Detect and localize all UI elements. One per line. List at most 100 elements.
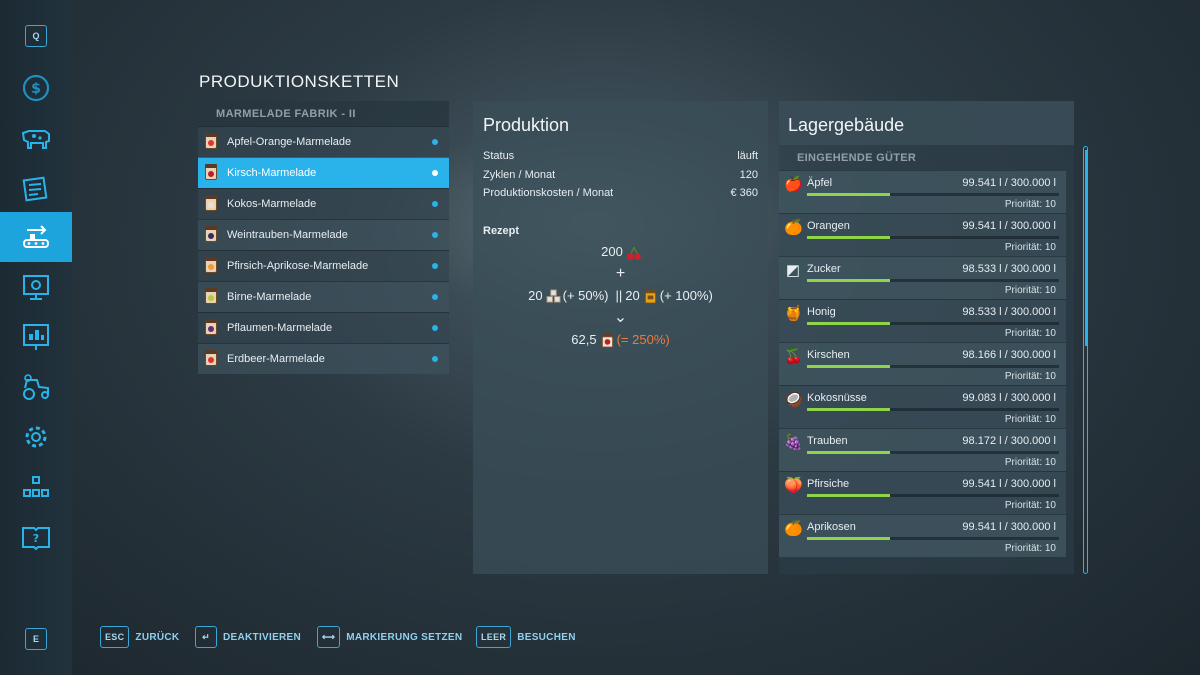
good-priority[interactable]: Priorität: 10 [1004,199,1056,210]
good-name: Kirschen [807,349,850,361]
fill-bar-track [807,279,1059,282]
recipe-output-line: 62,5 (= 250%) [473,329,768,351]
good-amount: 99.541 l / 300.000 l [962,478,1056,490]
storage-scrollbar[interactable] [1083,146,1088,574]
good-name: Aprikosen [807,521,856,533]
costs-row: Produktionskosten / Monat € 360 [473,184,768,203]
good-priority[interactable]: Priorität: 10 [1004,371,1056,382]
recipe: 200 + 20 (+ 50%) || 20 (+ 100%) ⌄ 62,5 [473,241,768,351]
jam-jar-icon [205,319,217,335]
fill-bar-track [807,322,1059,325]
honey-amount: 20 [625,288,640,303]
hint-deactivate[interactable]: ↵ DEAKTIVIEREN [195,626,301,648]
production-item[interactable]: Apfel-Orange-Marmelade [198,126,449,157]
production-item[interactable]: Kirsch-Marmelade [198,157,449,188]
fill-bar [807,365,890,368]
production-item[interactable]: Erdbeer-Marmelade [198,343,449,374]
fill-bar-track [807,236,1059,239]
production-title: Produktion [483,115,570,135]
storage-good-row[interactable]: 🍑 Pfirsiche 99.541 l / 300.000 l Priorität:… [779,471,1066,514]
status-dot-icon [432,201,438,207]
cherry-amount: 200 [601,244,623,259]
fill-bar-track [807,365,1059,368]
production-item[interactable]: Kokos-Marmelade [198,188,449,219]
good-priority[interactable]: Priorität: 10 [1004,242,1056,253]
enter-key: ↵ [195,626,217,648]
storage-good-row[interactable]: 🍎 Äpfel 99.541 l / 300.000 l Priorität: 10 [779,170,1066,213]
status-dot-icon [432,294,438,300]
good-amount: 98.172 l / 300.000 l [962,435,1056,447]
settings-icon[interactable] [0,412,72,462]
svg-text:?: ? [33,532,39,545]
production-item[interactable]: Pfirsich-Aprikose-Marmelade [198,250,449,281]
map-icon[interactable] [0,262,72,312]
fill-bar [807,279,890,282]
peach-icon: 🍑 [784,477,803,494]
fill-bar [807,494,890,497]
recipe-optional-line: 20 (+ 50%) || 20 (+ 100%) [473,285,768,307]
hint-mark-label: MARKIERUNG SETZEN [346,631,463,643]
storage-good-row[interactable]: 🍇 Trauben 98.172 l / 300.000 l Priorität: 1… [779,428,1066,471]
sugar-icon: ◩ [785,262,801,279]
status-dot-icon [432,232,438,238]
status-row: Status läuft [473,147,768,166]
jam-jar-icon [205,350,217,366]
good-priority[interactable]: Priorität: 10 [1004,457,1056,468]
production-item[interactable]: Birne-Marmelade [198,281,449,312]
hint-mark[interactable]: ⟷ MARKIERUNG SETZEN [317,626,462,648]
honey-icon [643,289,657,304]
costs-label: Produktionskosten / Monat [483,187,614,200]
jam-jar-icon [205,133,217,149]
good-priority[interactable]: Priorität: 10 [1004,543,1056,554]
fill-bar [807,193,890,196]
good-priority[interactable]: Priorität: 10 [1004,500,1056,511]
good-priority[interactable]: Priorität: 10 [1004,414,1056,425]
help-icon[interactable]: ? [0,512,72,562]
good-priority[interactable]: Priorität: 10 [1004,285,1056,296]
apricot-icon: 🍊 [784,520,803,537]
sugar-bonus: (+ 50%) [562,288,609,303]
contracts-icon[interactable] [0,163,72,213]
storage-good-row[interactable]: 🍯 Honig 98.533 l / 300.000 l Priorität: 10 [779,299,1066,342]
svg-text:$: $ [31,81,41,97]
good-amount: 98.533 l / 300.000 l [962,263,1056,275]
cycles-row: Zyklen / Monat 120 [473,166,768,185]
recipe-arrow: ⌄ [613,308,628,326]
storage-good-row[interactable]: 🍒 Kirschen 98.166 l / 300.000 l Priorität: … [779,342,1066,385]
status-dot-icon [432,325,438,331]
sidebar: Q $ ? E [0,0,72,675]
hint-back[interactable]: ESC ZURÜCK [100,626,179,648]
hint-visit[interactable]: LEER BESUCHEN [476,626,576,648]
storage-scroll-thumb[interactable] [1085,150,1087,346]
space-key: LEER [476,626,512,648]
dollar-icon[interactable]: $ [0,63,72,113]
good-amount: 98.166 l / 300.000 l [962,349,1056,361]
vehicles-icon[interactable] [0,362,72,412]
cow-icon[interactable] [0,113,72,163]
honey-icon: 🍯 [784,305,803,322]
storage-good-row[interactable]: ◩ Zucker 98.533 l / 300.000 l Priorität: 10 [779,256,1066,299]
fill-bar [807,408,890,411]
good-priority[interactable]: Priorität: 10 [1004,328,1056,339]
storage-good-row[interactable]: 🥥 Kokosnüsse 99.083 l / 300.000 l Priorität… [779,385,1066,428]
good-amount: 99.541 l / 300.000 l [962,220,1056,232]
hierarchy-icon[interactable] [0,462,72,512]
orange-icon: 🍊 [784,219,803,236]
hint-back-label: ZURÜCK [135,631,180,643]
fill-bar-track [807,494,1059,497]
storage-good-row[interactable]: 🍊 Aprikosen 99.541 l / 300.000 l Priorität:… [779,514,1066,557]
statistics-icon[interactable] [0,312,72,362]
storage-good-row[interactable]: 🍊 Orangen 99.541 l / 300.000 l Priorität: 1… [779,213,1066,256]
key-hint-q[interactable]: Q [25,25,47,47]
production-item[interactable]: Pflaumen-Marmelade [198,312,449,343]
cycles-value: 120 [739,168,758,181]
recipe-label: Rezept [483,224,520,237]
key-hint-e[interactable]: E [25,628,47,650]
fill-bar [807,451,890,454]
production-icon[interactable] [0,212,72,262]
output-bonus: (= 250%) [616,332,670,347]
jam-jar-icon [205,257,217,273]
production-item[interactable]: Weintrauben-Marmelade [198,219,449,250]
production-item-label: Birne-Marmelade [227,291,312,303]
storage-title-bar: Lagergebäude [779,101,1074,145]
